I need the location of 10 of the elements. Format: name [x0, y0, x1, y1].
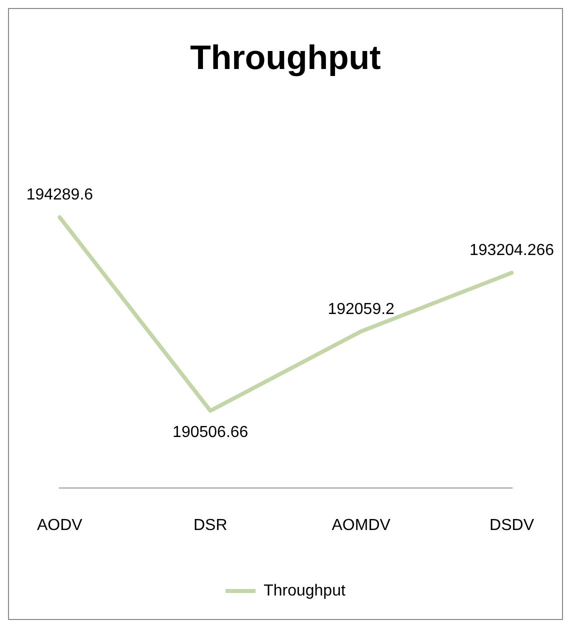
chart-title: Throughput: [190, 38, 381, 77]
x-tick-label: AOMDV: [332, 516, 391, 534]
x-tick-label: AODV: [37, 516, 83, 534]
x-tick-label: DSR: [193, 516, 228, 534]
data-label: 192059.2: [328, 300, 395, 318]
data-label: 193204.266: [470, 242, 554, 260]
x-tick-label: DSDV: [490, 516, 534, 534]
data-label: 194289.6: [26, 186, 94, 204]
data-label: 190506.66: [172, 424, 248, 442]
legend-label: Throughput: [264, 582, 346, 600]
